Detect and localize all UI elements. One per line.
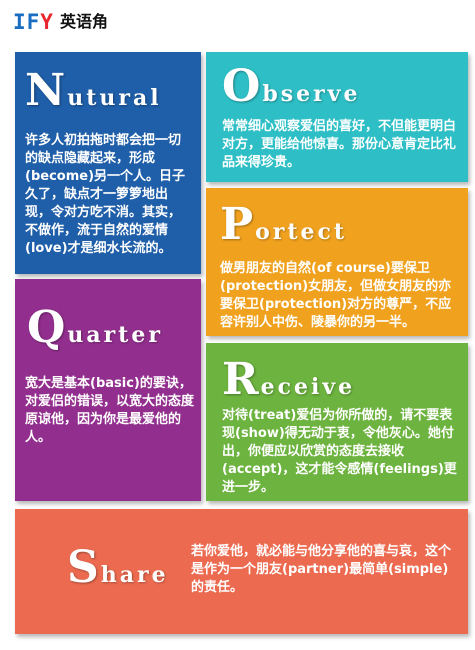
logo-mark: IFY bbox=[13, 11, 54, 33]
ify-logo[interactable]: IFY 英语角 bbox=[13, 11, 108, 33]
logo-mark-if: IF bbox=[13, 10, 41, 34]
card-body-receive: 对待(treat)爱侣为你所做的，请不要表现(show)得无动于衷，令他灰心。她… bbox=[222, 408, 457, 495]
title-initial: N bbox=[25, 65, 66, 116]
title-rest: uarter bbox=[67, 322, 163, 348]
title-initial: P bbox=[220, 199, 254, 250]
title-rest: eceive bbox=[260, 374, 356, 400]
title-rest: ortect bbox=[255, 219, 348, 245]
logo-mark-y: Y bbox=[40, 10, 54, 34]
card-receive: R eceive 对待(treat)爱侣为你所做的，请不要表现(show)得无动… bbox=[206, 343, 468, 501]
card-share: S hare 若你爱他，就必能与他分享他的喜与哀，这个是作为一个朋友(partn… bbox=[15, 509, 468, 634]
card-title-natural: N utural bbox=[25, 68, 162, 114]
card-quarter: Q uarter 宽大是基本(basic)的要诀，对爱侣的错误，以宽大的态度原谅… bbox=[15, 279, 201, 501]
title-initial: S bbox=[67, 542, 99, 593]
card-title-receive: R eceive bbox=[222, 357, 355, 403]
card-title-quarter: Q uarter bbox=[27, 305, 163, 351]
card-protect: P ortect 做男朋友的自然(of course)要保卫(protectio… bbox=[206, 188, 468, 336]
card-title-protect: P ortect bbox=[220, 202, 347, 248]
title-rest: hare bbox=[100, 562, 169, 588]
title-rest: bserve bbox=[262, 81, 361, 107]
card-body-share: 若你爱他，就必能与他分享他的喜与哀，这个是作为一个朋友(partner)最简单(… bbox=[191, 544, 452, 595]
card-body-natural: 许多人初拍拖时都会把一切的缺点隐藏起来，形成(become)另一个人。日子久了，… bbox=[25, 133, 186, 256]
card-natural: N utural 许多人初拍拖时都会把一切的缺点隐藏起来，形成(become)另… bbox=[15, 52, 201, 274]
title-initial: Q bbox=[27, 302, 66, 353]
title-initial: O bbox=[222, 61, 261, 112]
card-body-protect: 做男朋友的自然(of course)要保卫(protection)女朋友，但做女… bbox=[220, 261, 452, 330]
header: IFY 英语角 bbox=[0, 0, 475, 44]
logo-text: 英语角 bbox=[59, 12, 108, 31]
title-rest: utural bbox=[67, 85, 162, 111]
card-title-observe: O bserve bbox=[222, 64, 360, 110]
card-body-observe: 常常细心观察爱侣的喜好，不但能更明白对方，更能给他惊喜。那份心意肯定比礼品来得珍… bbox=[222, 119, 457, 170]
title-initial: R bbox=[222, 354, 259, 405]
card-body-quarter: 宽大是基本(basic)的要诀，对爱侣的错误，以宽大的态度原谅他，因为你是最爱他… bbox=[25, 376, 195, 445]
card-observe: O bserve 常常细心观察爱侣的喜好，不但能更明白对方，更能给他惊喜。那份心… bbox=[206, 52, 468, 182]
card-title-share: S hare bbox=[67, 545, 169, 591]
